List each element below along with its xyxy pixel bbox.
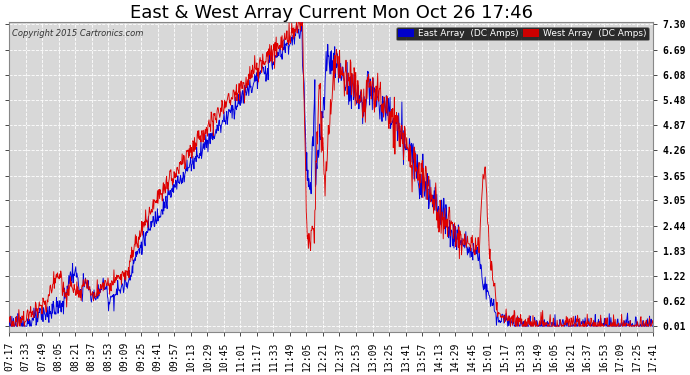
Text: Copyright 2015 Cartronics.com: Copyright 2015 Cartronics.com [12,28,144,38]
Legend: East Array  (DC Amps), West Array  (DC Amps): East Array (DC Amps), West Array (DC Amp… [396,27,649,40]
Title: East & West Array Current Mon Oct 26 17:46: East & West Array Current Mon Oct 26 17:… [130,4,533,22]
